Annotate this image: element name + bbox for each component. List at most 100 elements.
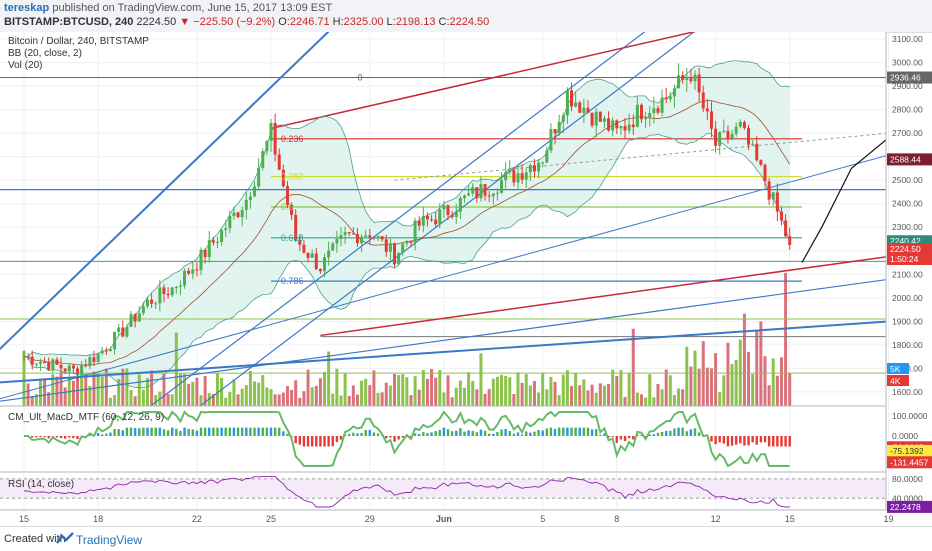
- macd-histogram-bar: [68, 436, 70, 438]
- candle: [582, 108, 585, 113]
- volume-bar: [401, 374, 404, 406]
- macd-histogram-bar: [43, 436, 45, 437]
- candle: [307, 253, 310, 258]
- macd-histogram-bar: [179, 431, 181, 436]
- candle: [154, 303, 157, 304]
- volume-bar: [545, 389, 548, 406]
- volume-bar: [171, 394, 174, 406]
- volume-bar: [426, 379, 429, 406]
- candle: [768, 181, 771, 199]
- price-tag-label: 2588.44: [890, 154, 921, 164]
- price-axis[interactable]: 1600.001700.001800.001900.002000.002100.…: [892, 34, 931, 503]
- candle: [726, 131, 729, 139]
- volume-bar: [689, 367, 692, 406]
- candle: [27, 357, 30, 358]
- macd-histogram-bar: [554, 429, 556, 436]
- candle: [35, 364, 38, 365]
- volume-bar: [731, 364, 734, 406]
- macd-histogram-bar: [546, 428, 548, 436]
- candle: [397, 253, 400, 264]
- volume-bar: [665, 369, 668, 406]
- macd-histogram-bar: [480, 430, 482, 436]
- rsi-tick-label: 80.0000: [892, 474, 923, 484]
- macd-histogram-bar: [677, 428, 679, 436]
- volume-bar: [237, 394, 240, 406]
- candle: [455, 212, 458, 217]
- volume-bar: [768, 385, 771, 406]
- time-tick-label: 22: [192, 514, 202, 524]
- volume-bar: [339, 396, 342, 406]
- volume-bar: [348, 396, 351, 406]
- candle: [360, 237, 363, 243]
- macd-histogram-bar: [225, 428, 227, 436]
- macd-histogram-bar: [735, 436, 737, 445]
- volume-bar: [368, 385, 371, 406]
- macd-histogram-bar: [669, 431, 671, 436]
- candle: [323, 257, 326, 271]
- candle: [628, 125, 631, 131]
- macd-histogram-bar: [595, 429, 597, 436]
- low-label: L:: [387, 16, 396, 28]
- volume-bar: [755, 331, 758, 406]
- macd-histogram-bar: [500, 429, 502, 436]
- fib-level-label: 0.382: [281, 172, 304, 182]
- rsi-title: RSI (14, close): [8, 479, 74, 490]
- volume-bar: [130, 390, 133, 406]
- candle: [237, 213, 240, 218]
- candle: [97, 353, 100, 362]
- macd-histogram-bar: [72, 436, 74, 438]
- macd-histogram-bar: [529, 433, 531, 436]
- macd-histogram-bar: [760, 436, 762, 442]
- candle: [352, 233, 355, 234]
- candle: [208, 240, 211, 257]
- candle: [554, 129, 557, 133]
- macd-histogram-bar: [204, 428, 206, 436]
- volume-bar: [84, 376, 87, 406]
- candle: [665, 97, 668, 99]
- macd-histogram-bar: [430, 432, 432, 436]
- volume-bar: [496, 377, 499, 406]
- volume-bar: [644, 398, 647, 406]
- candle: [364, 235, 367, 236]
- author-name[interactable]: tereskap: [4, 2, 49, 14]
- candle: [228, 216, 231, 228]
- volume-bar: [257, 383, 260, 406]
- tradingview-brand[interactable]: TradingView: [76, 533, 142, 547]
- volume-bar: [558, 395, 561, 406]
- macd-histogram-bar: [780, 436, 782, 447]
- time-axis[interactable]: 1518222529Jun581215192226Jul: [19, 514, 932, 524]
- macd-histogram-bar: [171, 428, 173, 436]
- candle: [311, 253, 314, 257]
- candle: [434, 220, 437, 225]
- candle: [648, 113, 651, 118]
- candle: [64, 368, 67, 371]
- candle: [39, 362, 42, 364]
- volume-bar: [434, 378, 437, 406]
- macd-histogram-bar: [488, 434, 490, 436]
- candle: [130, 314, 133, 327]
- volume-bar: [113, 395, 116, 406]
- volume-bar: [377, 393, 380, 406]
- volume-bar: [508, 377, 511, 406]
- volume-bar: [43, 378, 46, 406]
- fib-level-label: 0.5: [281, 202, 294, 212]
- price-tick-label: 1900.00: [892, 316, 923, 326]
- volume-bar: [628, 373, 631, 406]
- candle: [484, 184, 487, 195]
- volume-bar: [191, 382, 194, 406]
- macd-histogram-bar: [340, 436, 342, 440]
- time-tick-label: 5: [540, 514, 545, 524]
- time-tick-label: 12: [711, 514, 721, 524]
- candle: [348, 232, 351, 233]
- macd-histogram-bar: [599, 435, 601, 436]
- macd-histogram-bar: [496, 432, 498, 436]
- price-tick-label: 2800.00: [892, 105, 923, 115]
- candle: [31, 357, 34, 365]
- candle: [88, 357, 91, 366]
- volume-bar: [640, 394, 643, 406]
- candle: [772, 192, 775, 199]
- macd-histogram-bar: [233, 428, 235, 436]
- candle: [784, 220, 787, 236]
- macd-histogram-bar: [364, 430, 366, 436]
